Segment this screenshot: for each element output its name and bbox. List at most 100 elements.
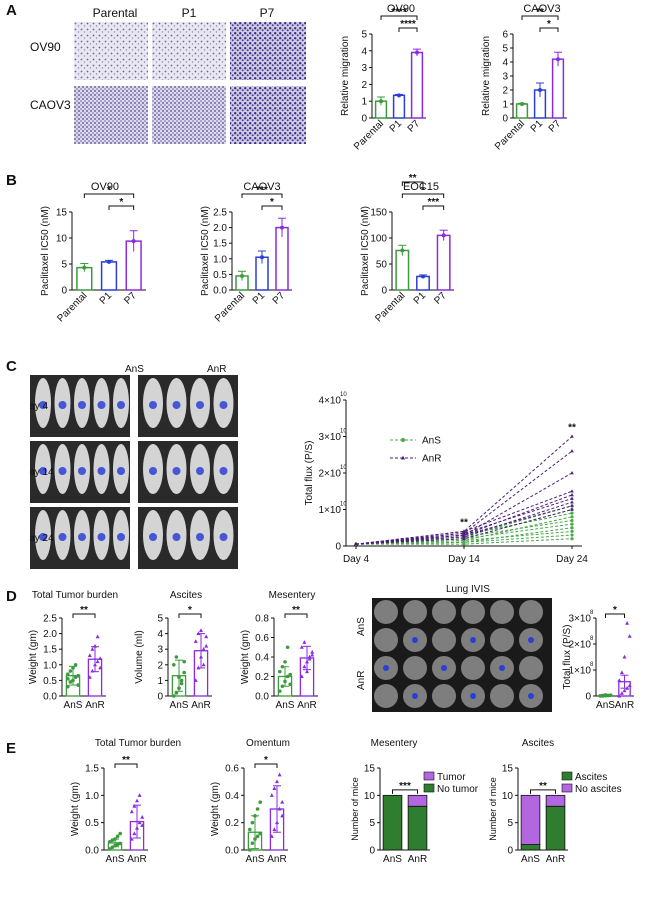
series-anr-point: [570, 503, 574, 508]
data-point: [250, 841, 255, 845]
data-point: [598, 693, 603, 698]
y-tick-label: 5: [502, 44, 508, 55]
y-tick-exponent: 10: [340, 502, 347, 508]
x-tick-label: AnS: [106, 854, 125, 865]
bioluminescence-signal: [196, 401, 204, 409]
bar: [551, 58, 565, 119]
data-point: [131, 239, 136, 244]
x-tick-label: AnR: [267, 854, 286, 865]
y-tick-label: 2×10: [568, 640, 591, 651]
y-tick-label: 0.8: [255, 614, 269, 625]
series-anr-point: [570, 507, 574, 511]
stacked-segment-tumor: [407, 794, 428, 807]
bioluminescence-signal: [149, 467, 157, 475]
y-tick-label: 0.0: [43, 692, 57, 703]
y-axis-label: Weight (gm): [70, 782, 81, 836]
y-tick-label: 0: [61, 286, 67, 297]
data-point: [275, 779, 279, 784]
series-anr-point: [570, 434, 574, 438]
y-tick-label: 4×10: [318, 396, 341, 407]
x-tick-label: P7: [432, 290, 449, 307]
panel-letter-a: A: [6, 2, 17, 19]
chart-a1: OV90 Relative migration 0 1 2 3 4 5 Parental P1 P7…: [340, 3, 426, 152]
data-point: [310, 649, 315, 654]
lung-ivis-grid: [372, 598, 552, 712]
y-tick-label: 3×10: [568, 614, 591, 625]
chart-title: Ascites: [522, 738, 554, 749]
y-axis-label: Total flux (P/S): [562, 624, 573, 689]
significance-bracket: [392, 789, 418, 794]
significance-bracket: [605, 613, 625, 618]
y-tick-label: 1.5: [85, 764, 99, 775]
lung-well: [461, 600, 485, 624]
series-ans-point: [570, 515, 574, 519]
lung-signal: [499, 665, 505, 671]
y-tick-label: 5: [61, 260, 67, 271]
y-axis-label: Relative migration: [340, 36, 351, 116]
y-tick-label: 3: [157, 645, 163, 656]
series-ans-point: [570, 511, 574, 515]
data-point: [95, 659, 100, 664]
data-point: [302, 640, 307, 644]
series-anr-point: [462, 533, 466, 537]
x-tick-label: P7: [406, 118, 423, 135]
bioluminescence-signal: [219, 401, 228, 409]
legend-label: AnS: [422, 436, 441, 447]
bioluminescence-signal: [172, 467, 181, 475]
micrograph-ov90-parental: [74, 22, 148, 80]
y-tick-label: 2: [157, 660, 163, 671]
y-axis-label: Weight (gm): [210, 782, 221, 836]
bioluminescence-signal: [78, 467, 86, 475]
lung-signal: [470, 693, 476, 699]
data-point: [98, 665, 103, 670]
day-label: Day 4: [30, 401, 49, 412]
data-point: [272, 786, 277, 790]
bar: [436, 234, 451, 291]
panel-letter-c: C: [6, 358, 17, 375]
col-label-parental: Parental: [92, 6, 138, 20]
legend-label: Ascites: [575, 772, 607, 783]
series-anr-point: [570, 489, 574, 493]
data-point: [129, 836, 134, 841]
data-point: [625, 621, 630, 625]
data-point: [269, 834, 274, 838]
y-tick-label: 2.0: [43, 629, 57, 640]
data-point: [627, 683, 632, 688]
series-ans-line: [355, 534, 573, 545]
chart-d2: Ascites Volume (ml) 0 1 2 3 4 5 AnS AnR *: [134, 590, 212, 711]
series-anr-point: [570, 492, 574, 497]
y-axis-label: Relative migration: [481, 36, 492, 116]
data-point: [538, 88, 542, 92]
data-point: [201, 662, 206, 667]
x-tick-label: P1: [388, 118, 405, 135]
col-label-p7: P7: [259, 6, 275, 20]
data-point: [179, 681, 184, 686]
significance-label: ***: [427, 197, 439, 208]
y-tick-label: 10: [364, 791, 376, 802]
series-anr-point: [354, 542, 358, 546]
significance-label: **: [568, 423, 576, 434]
bioluminescence-signal: [78, 533, 86, 541]
data-point: [137, 793, 142, 797]
lung-signal: [470, 637, 476, 643]
y-tick-label: 4: [157, 629, 163, 640]
y-tick-label: 2×10: [318, 469, 341, 480]
lung-well: [432, 600, 456, 624]
x-tick-label: AnR: [546, 854, 565, 865]
chart-title: Total Tumor burden: [95, 738, 181, 749]
legend-swatch: [423, 771, 435, 781]
significance-bracket: [83, 193, 135, 198]
data-point: [95, 634, 100, 639]
y-tick-label: 0: [369, 846, 375, 857]
series-anr-point: [462, 534, 466, 539]
panel-letter-e: E: [6, 740, 17, 757]
x-tick-label: AnS: [64, 700, 83, 711]
y-tick-label: 4: [502, 58, 508, 69]
significance-bracket: [241, 193, 283, 198]
y-tick-label: 1: [157, 676, 163, 687]
y-tick-label: 0.0: [85, 846, 99, 857]
significance-bracket: [380, 15, 418, 20]
bar: [410, 51, 424, 119]
significance-label: ***: [256, 185, 268, 196]
